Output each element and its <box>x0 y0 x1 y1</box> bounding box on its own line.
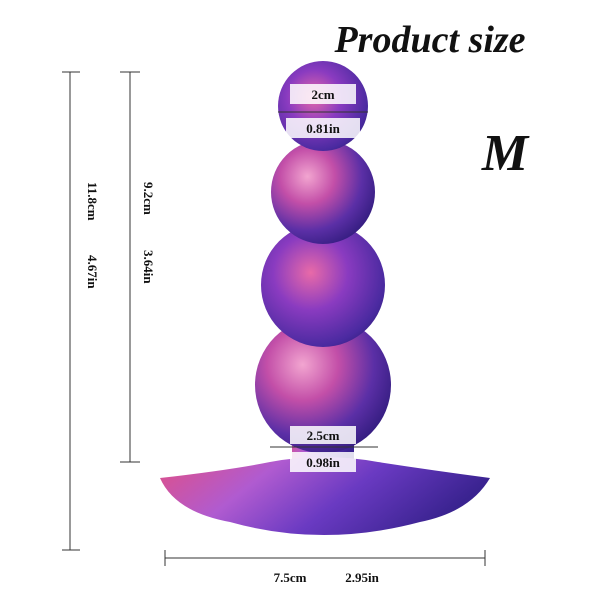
total-length-cm: 11.8cm <box>85 182 100 221</box>
insertable-length-in: 3.64in <box>141 250 156 284</box>
neck-width-cm: 2.5cm <box>307 428 340 443</box>
dimension-lines <box>62 71 486 566</box>
base-width-cm: 7.5cm <box>274 570 307 585</box>
tip-width-in: 0.81in <box>306 121 340 136</box>
insertable-length-cm: 9.2cm <box>141 182 156 215</box>
total-length-in: 4.67in <box>85 255 100 289</box>
base-width-in: 2.95in <box>345 570 379 585</box>
tip-width-cm: 2cm <box>311 87 334 102</box>
title: Product size <box>333 19 525 61</box>
neck-width-in: 0.98in <box>306 455 340 470</box>
size-label: M <box>481 125 530 182</box>
